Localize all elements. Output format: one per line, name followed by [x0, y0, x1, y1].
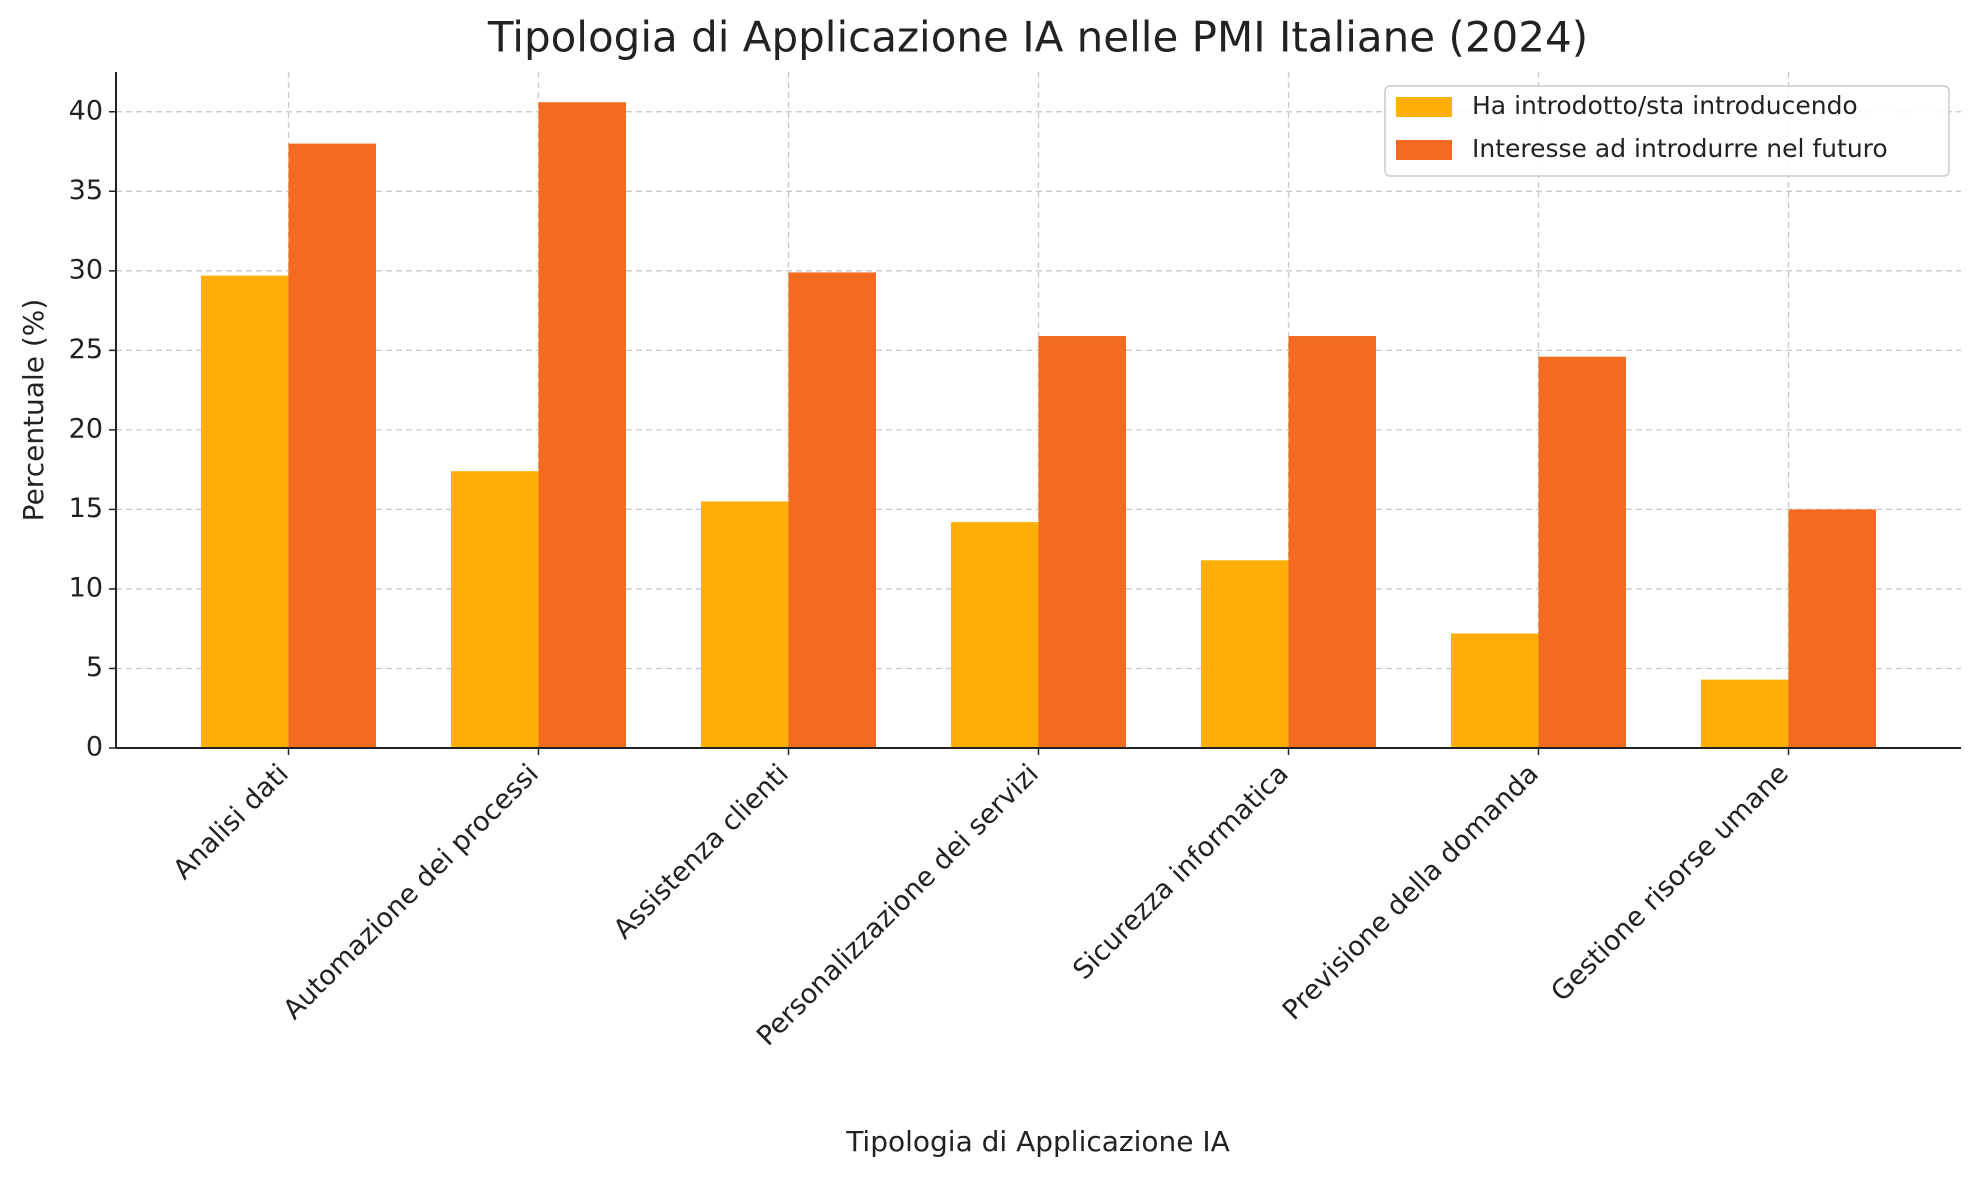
y-tick-label: 20 — [69, 413, 103, 444]
x-tick-label: Previsione della domanda — [1277, 758, 1545, 1026]
legend-swatch — [1396, 97, 1452, 117]
bar — [201, 275, 289, 748]
legend-label: Interesse ad introdurre nel futuro — [1472, 134, 1888, 163]
bar — [1538, 356, 1626, 748]
y-axis-label: Percentuale (%) — [17, 299, 50, 522]
bar — [288, 143, 376, 748]
y-tick-label: 30 — [69, 254, 103, 285]
bar — [788, 272, 876, 748]
legend-swatch — [1396, 140, 1452, 160]
bar — [1788, 509, 1876, 748]
chart-title: Tipologia di Applicazione IA nelle PMI I… — [487, 13, 1588, 62]
x-tick-label: Personalizzazione dei servizi — [751, 758, 1045, 1052]
x-tick-label: Assistenza clienti — [608, 758, 795, 945]
bar — [1451, 633, 1539, 748]
y-tick-label: 10 — [69, 572, 103, 603]
y-tick-label: 15 — [69, 493, 103, 524]
x-tick-label: Sicurezza informatica — [1067, 758, 1295, 986]
x-axis-label: Tipologia di Applicazione IA — [845, 1125, 1230, 1158]
bar — [1038, 336, 1126, 748]
legend-box — [1384, 85, 1950, 177]
bar — [701, 501, 789, 748]
bar — [1701, 679, 1789, 748]
bar — [1201, 560, 1289, 748]
bar — [451, 471, 539, 748]
y-tick-label: 25 — [69, 334, 103, 365]
x-tick-label: Gestione risorse umane — [1545, 758, 1794, 1007]
y-tick-label: 5 — [86, 652, 103, 683]
y-tick-label: 35 — [69, 175, 103, 206]
x-tick-label: Automazione dei processi — [277, 758, 544, 1025]
x-tick-label: Analisi dati — [167, 758, 294, 885]
bar — [538, 102, 626, 748]
y-tick-label: 40 — [69, 95, 103, 126]
bar — [951, 522, 1039, 748]
y-tick-label: 0 — [86, 732, 103, 763]
bar — [1288, 336, 1376, 748]
legend-label: Ha introdotto/sta introducendo — [1472, 91, 1858, 120]
